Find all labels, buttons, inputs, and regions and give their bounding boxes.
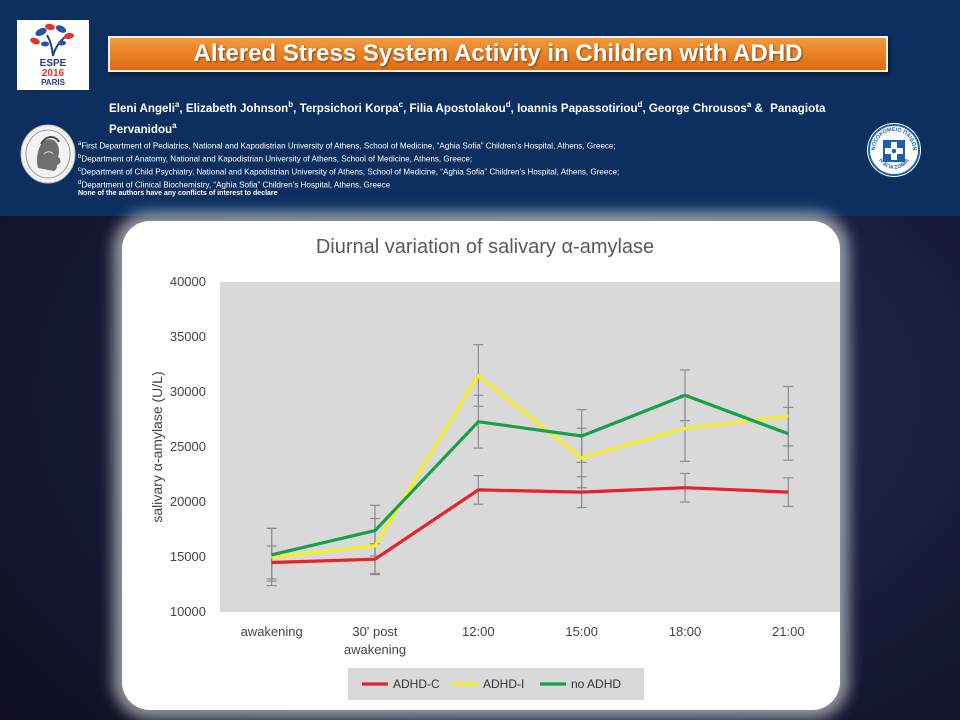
author-affiliation-sup: c [398, 100, 404, 109]
x-category-label: 18:00 [669, 624, 702, 639]
logo-line1: ESPE [40, 58, 67, 69]
author-affiliation-sup: a [746, 100, 752, 109]
chart-panel: Diurnal variation of salivary α-amylase s… [122, 221, 840, 710]
author-list: Eleni Angelia, Elizabeth Johnsonb, Terps… [109, 100, 826, 136]
affiliation-text: Department of Child Psychiatry, National… [81, 167, 620, 177]
legend-label: no ADHD [571, 677, 621, 691]
affiliation-text: First Department of Pediatrics, National… [81, 141, 616, 151]
legend-label: ADHD-C [393, 677, 440, 691]
legend-label: ADHD-I [483, 677, 524, 691]
y-tick-label: 10000 [170, 604, 206, 619]
aghia-sofia-hospital-logo: ΝΟΣΟΚΟΜΕΙΟ ΠΑΙΔΩΝ Η ΑΓΙΑ ΣΟΦΙΑ [866, 122, 922, 178]
conflict-statement: None of the authors have any conflicts o… [78, 190, 278, 197]
affiliation-list: aFirst Department of Pediatrics, Nationa… [78, 139, 878, 191]
affiliation-text: Department of Clinical Biochemistry, “Ag… [81, 180, 391, 190]
y-tick-label: 35000 [170, 329, 206, 344]
logo-line3: PARIS [41, 78, 66, 87]
affiliation-sup: c [78, 166, 81, 173]
logo-line2: 2016 [42, 68, 65, 79]
amylase-line-chart: Diurnal variation of salivary α-amylase s… [149, 236, 840, 700]
affiliation-sup: d [78, 179, 82, 186]
author-name: Filia Apostolakou [409, 101, 506, 115]
affiliation-line: cDepartment of Child Psychiatry, Nationa… [78, 165, 878, 178]
x-category-label: 15:00 [565, 624, 598, 639]
y-tick-label: 20000 [170, 494, 206, 509]
x-category-label: awakening [344, 642, 406, 657]
affiliation-line: dDepartment of Clinical Biochemistry, “A… [78, 178, 878, 191]
series-line-adhd-i [271, 373, 789, 559]
university-of-athens-seal [20, 124, 76, 184]
author-name: Terpsichori Korpa [299, 101, 399, 115]
legend-box [348, 668, 644, 700]
y-tick-label: 30000 [170, 384, 206, 399]
author-name: Elizabeth Johnson [185, 101, 289, 115]
author-name: Eleni Angeli [109, 101, 175, 115]
affiliation-sup: a [78, 141, 82, 147]
x-category-label: 12:00 [462, 624, 495, 639]
x-category-label: awakening [241, 624, 303, 639]
tree-icon [30, 23, 74, 57]
y-tick-label: 40000 [170, 274, 206, 289]
author-name: Ioannis Papassotiriou [517, 101, 638, 115]
x-category-label: 30' post [352, 624, 398, 639]
y-tick-label: 15000 [170, 549, 206, 564]
author-affiliation-sup: d [637, 100, 643, 109]
chart-title: Diurnal variation of salivary α-amylase [316, 236, 654, 258]
author-affiliation-sup: b [288, 100, 294, 109]
author-name: George Chrousos [648, 101, 747, 115]
espe-2016-paris-logo: ESPE 2016 PARIS [17, 20, 89, 90]
poster-title-banner: Altered Stress System Activity in Childr… [108, 36, 888, 72]
y-axis-label: salivary α-amylase (U/L) [149, 371, 165, 522]
affiliation-line: aFirst Department of Pediatrics, Nationa… [78, 139, 878, 152]
affiliation-sup: b [78, 153, 82, 160]
series-line-no-adhd [271, 393, 789, 557]
author-affiliation-sup: d [505, 100, 511, 109]
author-affiliation-sup: a [174, 100, 180, 109]
y-tick-label: 25000 [170, 439, 206, 454]
poster-title: Altered Stress System Activity in Childr… [193, 40, 803, 67]
author-ampersand: & [751, 101, 763, 115]
x-category-label: 21:00 [772, 624, 805, 639]
affiliation-text: Department of Anatomy, National and Kapo… [81, 154, 473, 164]
plot-area [220, 282, 840, 612]
series-line-adhd-c [271, 486, 789, 565]
author-name: Panagiota Pervanidou [109, 101, 826, 136]
author-affiliation-sup: a [172, 120, 177, 130]
poster-header: ESPE 2016 PARIS Altered Stress System Ac… [0, 0, 960, 216]
affiliation-line: bDepartment of Anatomy, National and Kap… [78, 152, 878, 165]
